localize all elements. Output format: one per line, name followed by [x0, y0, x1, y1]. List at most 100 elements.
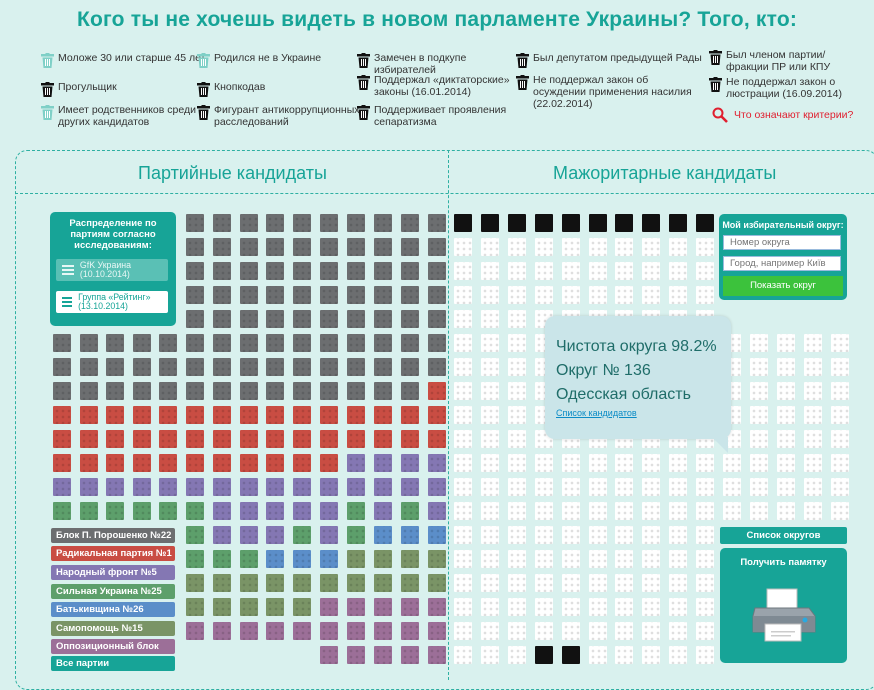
candidate-cell[interactable] — [106, 358, 124, 376]
district-cell[interactable] — [481, 646, 499, 664]
district-cell[interactable] — [615, 478, 633, 496]
candidate-cell[interactable] — [320, 286, 338, 304]
candidate-cell[interactable] — [186, 286, 204, 304]
candidate-cell[interactable] — [347, 406, 365, 424]
candidate-cell[interactable] — [401, 382, 419, 400]
candidate-cell[interactable] — [374, 430, 392, 448]
criterion-toggle[interactable]: Был членом партии/фракции ПР или КПУ — [708, 49, 856, 73]
candidate-cell[interactable] — [401, 262, 419, 280]
district-cell[interactable] — [562, 478, 580, 496]
candidate-cell[interactable] — [320, 310, 338, 328]
district-cell[interactable] — [642, 598, 660, 616]
candidate-cell[interactable] — [293, 478, 311, 496]
district-cell[interactable] — [508, 574, 526, 592]
district-cell[interactable] — [454, 550, 472, 568]
criterion-toggle[interactable]: Не поддержал закон о люстрации (16.09.20… — [708, 76, 846, 100]
candidate-cell[interactable] — [320, 574, 338, 592]
candidate-cell[interactable] — [240, 262, 258, 280]
candidate-cell[interactable] — [401, 286, 419, 304]
candidate-cell[interactable] — [401, 454, 419, 472]
district-cell[interactable] — [777, 478, 795, 496]
district-cell[interactable] — [831, 502, 849, 520]
candidate-cell[interactable] — [266, 382, 284, 400]
candidate-cell[interactable] — [240, 502, 258, 520]
criterion-toggle[interactable]: Не поддержал закон об осуждении применен… — [515, 74, 703, 110]
candidate-cell[interactable] — [347, 646, 365, 664]
party-legend-item[interactable]: Все партии — [51, 656, 175, 671]
candidate-cell[interactable] — [428, 550, 446, 568]
district-cell[interactable] — [454, 382, 472, 400]
district-cell[interactable] — [454, 214, 472, 232]
district-cell[interactable] — [589, 598, 607, 616]
candidate-cell[interactable] — [266, 622, 284, 640]
district-cell[interactable] — [562, 262, 580, 280]
district-cell[interactable] — [481, 526, 499, 544]
candidate-cell[interactable] — [106, 478, 124, 496]
candidate-cell[interactable] — [374, 382, 392, 400]
district-cell[interactable] — [669, 598, 687, 616]
candidate-cell[interactable] — [293, 406, 311, 424]
district-cell[interactable] — [642, 646, 660, 664]
candidate-cell[interactable] — [428, 430, 446, 448]
district-cell[interactable] — [481, 358, 499, 376]
candidate-cell[interactable] — [428, 310, 446, 328]
criterion-toggle[interactable]: Был депутатом предыдущей Рады — [515, 52, 713, 68]
district-cell[interactable] — [777, 358, 795, 376]
candidate-cell[interactable] — [240, 574, 258, 592]
district-cell[interactable] — [454, 478, 472, 496]
district-cell[interactable] — [508, 478, 526, 496]
candidate-cell[interactable] — [293, 598, 311, 616]
candidate-cell[interactable] — [401, 358, 419, 376]
district-cell[interactable] — [454, 430, 472, 448]
district-cell[interactable] — [589, 214, 607, 232]
candidate-cell[interactable] — [293, 550, 311, 568]
candidate-cell[interactable] — [133, 382, 151, 400]
candidate-cell[interactable] — [266, 406, 284, 424]
party-legend-item[interactable]: Самопомощь №15 — [51, 621, 175, 636]
district-cell[interactable] — [615, 526, 633, 544]
tooltip-candidates-link[interactable]: Список кандидатов — [556, 408, 637, 418]
district-cell[interactable] — [562, 214, 580, 232]
candidate-cell[interactable] — [320, 238, 338, 256]
district-cell[interactable] — [508, 310, 526, 328]
candidate-cell[interactable] — [293, 358, 311, 376]
candidate-cell[interactable] — [53, 382, 71, 400]
candidate-cell[interactable] — [106, 454, 124, 472]
district-cell[interactable] — [535, 286, 553, 304]
candidate-cell[interactable] — [53, 502, 71, 520]
candidate-cell[interactable] — [186, 430, 204, 448]
candidate-cell[interactable] — [213, 478, 231, 496]
candidate-cell[interactable] — [347, 622, 365, 640]
candidate-cell[interactable] — [347, 550, 365, 568]
candidate-cell[interactable] — [293, 382, 311, 400]
candidate-cell[interactable] — [213, 214, 231, 232]
source-rating-button[interactable]: Группа «Рейтинг» (13.10.2014) — [56, 291, 168, 313]
candidate-cell[interactable] — [159, 502, 177, 520]
district-cell[interactable] — [669, 526, 687, 544]
candidate-cell[interactable] — [213, 310, 231, 328]
criteria-help-link[interactable]: Что означают критерии? — [712, 107, 853, 123]
district-cell[interactable] — [562, 622, 580, 640]
candidate-cell[interactable] — [213, 262, 231, 280]
candidate-cell[interactable] — [106, 406, 124, 424]
district-cell[interactable] — [669, 646, 687, 664]
candidate-cell[interactable] — [266, 214, 284, 232]
candidate-cell[interactable] — [186, 238, 204, 256]
candidate-cell[interactable] — [428, 286, 446, 304]
district-cell[interactable] — [535, 646, 553, 664]
candidate-cell[interactable] — [347, 358, 365, 376]
candidate-cell[interactable] — [106, 382, 124, 400]
candidate-cell[interactable] — [213, 550, 231, 568]
candidate-cell[interactable] — [213, 358, 231, 376]
candidate-cell[interactable] — [159, 382, 177, 400]
candidate-cell[interactable] — [159, 334, 177, 352]
show-district-button[interactable]: Показать округ — [723, 276, 843, 296]
candidate-cell[interactable] — [374, 238, 392, 256]
candidate-cell[interactable] — [320, 454, 338, 472]
candidate-cell[interactable] — [80, 502, 98, 520]
candidate-cell[interactable] — [347, 502, 365, 520]
district-cell[interactable] — [642, 550, 660, 568]
candidate-cell[interactable] — [266, 574, 284, 592]
district-cell[interactable] — [696, 238, 714, 256]
candidate-cell[interactable] — [401, 526, 419, 544]
